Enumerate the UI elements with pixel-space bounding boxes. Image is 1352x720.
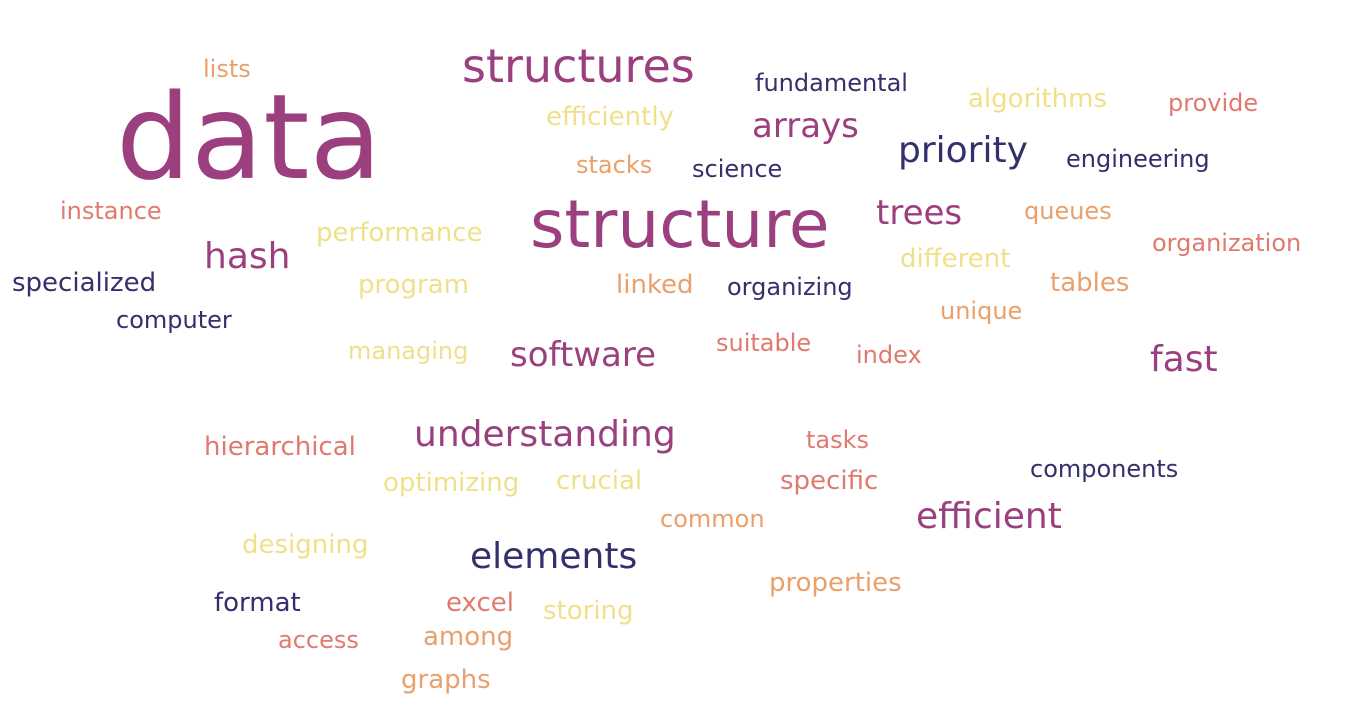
cloud-word-trees: trees <box>876 193 963 233</box>
cloud-word-suitable: suitable <box>716 329 812 357</box>
cloud-word-science: science <box>692 155 783 183</box>
cloud-word-storing: storing <box>543 596 634 626</box>
cloud-word-managing: managing <box>348 337 469 365</box>
cloud-word-among: among <box>423 622 514 652</box>
cloud-word-performance: performance <box>316 218 483 248</box>
cloud-word-properties: properties <box>769 568 902 598</box>
cloud-word-organization: organization <box>1152 229 1302 257</box>
cloud-word-unique: unique <box>940 297 1023 325</box>
cloud-word-computer: computer <box>116 306 232 334</box>
cloud-word-specific: specific <box>780 466 879 496</box>
cloud-word-elements: elements <box>470 536 638 577</box>
cloud-word-graphs: graphs <box>401 665 491 695</box>
cloud-word-tasks: tasks <box>806 426 870 454</box>
cloud-word-stacks: stacks <box>576 151 653 179</box>
cloud-word-hierarchical: hierarchical <box>204 432 356 462</box>
cloud-word-organizing: organizing <box>727 273 853 301</box>
cloud-word-optimizing: optimizing <box>383 468 520 498</box>
cloud-word-software: software <box>510 335 657 375</box>
cloud-word-arrays: arrays <box>752 106 859 146</box>
cloud-word-common: common <box>660 505 765 533</box>
cloud-word-instance: instance <box>60 197 162 225</box>
cloud-word-data: data <box>116 68 382 206</box>
cloud-word-provide: provide <box>1168 89 1259 117</box>
cloud-word-linked: linked <box>616 270 694 300</box>
cloud-word-designing: designing <box>242 530 369 560</box>
cloud-word-access: access <box>278 626 359 654</box>
cloud-word-tables: tables <box>1050 268 1130 298</box>
cloud-word-structure: structure <box>530 186 830 263</box>
cloud-word-efficiently: efficiently <box>546 102 674 132</box>
cloud-word-hash: hash <box>204 236 291 277</box>
cloud-word-priority: priority <box>898 130 1028 171</box>
cloud-word-fast: fast <box>1150 339 1218 380</box>
cloud-word-structures: structures <box>462 39 695 93</box>
cloud-word-fundamental: fundamental <box>755 69 908 97</box>
cloud-word-program: program <box>358 270 469 300</box>
cloud-word-excel: excel <box>446 588 514 618</box>
cloud-word-different: different <box>900 244 1011 274</box>
cloud-word-understanding: understanding <box>414 414 676 455</box>
cloud-word-components: components <box>1030 455 1179 483</box>
cloud-word-algorithms: algorithms <box>968 84 1108 114</box>
cloud-word-engineering: engineering <box>1066 145 1210 173</box>
cloud-word-queues: queues <box>1024 197 1112 225</box>
cloud-word-crucial: crucial <box>556 466 643 496</box>
cloud-word-specialized: specialized <box>12 268 157 298</box>
cloud-word-format: format <box>214 588 301 618</box>
cloud-word-lists: lists <box>203 55 251 83</box>
cloud-word-efficient: efficient <box>916 496 1062 537</box>
cloud-word-index: index <box>856 341 922 369</box>
